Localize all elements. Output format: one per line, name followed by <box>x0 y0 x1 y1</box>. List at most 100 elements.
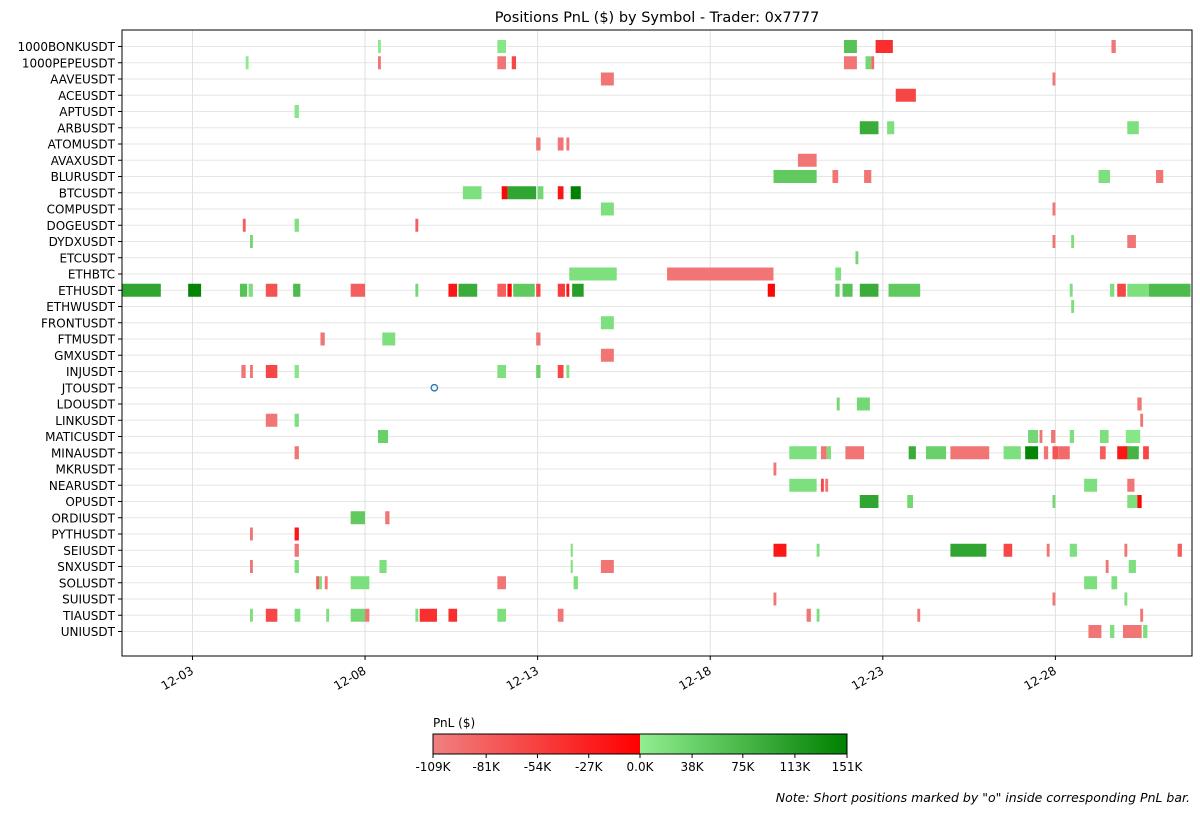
position-bar <box>888 283 921 297</box>
position-bar <box>497 40 506 53</box>
position-bar <box>887 121 895 135</box>
short-position-marker <box>430 383 439 392</box>
position-bar <box>294 560 299 573</box>
position-bar <box>382 332 396 346</box>
position-bar <box>1052 72 1056 86</box>
y-tick-label: INJUSDT <box>66 365 116 379</box>
y-tick-label: AAVEUSDT <box>50 73 115 87</box>
position-bar <box>843 56 857 70</box>
y-tick-label: BTCUSDT <box>59 186 116 200</box>
y-tick-label: MINAUSDT <box>51 446 116 460</box>
y-tick-label: LDOUSDT <box>57 398 116 412</box>
short-markers <box>430 383 439 392</box>
y-tick-label: ORDIUSDT <box>51 511 115 525</box>
position-bar <box>908 446 916 460</box>
position-bar <box>820 478 824 492</box>
position-bar <box>350 576 366 590</box>
position-bar <box>293 283 301 297</box>
position-bar <box>1084 478 1098 492</box>
position-bar <box>379 560 387 573</box>
position-bar <box>1143 625 1148 638</box>
y-tick-label: SUIUSDT <box>62 593 116 607</box>
position-bar <box>859 495 879 508</box>
position-bar <box>415 283 419 297</box>
position-bar <box>537 186 544 200</box>
plot-frame <box>121 29 1193 657</box>
position-bar <box>245 56 249 70</box>
position-bar <box>265 413 278 427</box>
position-bar <box>950 543 987 557</box>
position-bar <box>250 608 253 622</box>
position-bar <box>1124 543 1128 557</box>
position-bar <box>855 251 859 265</box>
position-bar <box>316 576 320 590</box>
position-bar <box>497 56 506 70</box>
position-bar <box>365 576 370 590</box>
position-bar <box>1148 283 1191 297</box>
colorbar-tick-label: 113K <box>780 760 812 774</box>
y-tick-label: 1000BONKUSDT <box>18 40 116 54</box>
position-bar <box>773 462 777 476</box>
position-bar <box>1125 430 1141 443</box>
position-bar <box>1122 625 1142 638</box>
position-bar <box>925 446 947 460</box>
position-bar <box>365 608 370 622</box>
position-bar <box>501 186 508 200</box>
position-bar <box>294 527 299 541</box>
position-bar <box>1177 543 1182 557</box>
position-bar <box>1117 446 1131 460</box>
position-bar <box>497 608 506 622</box>
position-bar <box>843 40 857 53</box>
x-tick-label: 12-13 <box>504 663 541 693</box>
position-bar <box>1052 495 1056 508</box>
position-bar <box>773 543 787 557</box>
colorbar-negative-segment <box>433 734 640 754</box>
position-bar <box>1127 121 1139 135</box>
position-bar <box>415 608 419 622</box>
position-bar <box>856 397 870 411</box>
position-bar <box>773 170 817 183</box>
position-bar <box>600 316 614 330</box>
position-bar <box>1117 283 1126 297</box>
short-positions-note: Note: Short positions marked by "o" insi… <box>775 790 1190 805</box>
position-bar <box>419 608 437 622</box>
position-bar <box>241 365 246 378</box>
colorbar-label: PnL ($) <box>433 716 475 730</box>
y-tick-label: OPUSDT <box>65 495 115 509</box>
position-bar <box>448 283 458 297</box>
position-bar <box>1028 430 1039 443</box>
y-tick-label: JTOUSDT <box>61 381 116 395</box>
position-bar <box>239 283 248 297</box>
position-bar <box>1127 478 1135 492</box>
position-bar <box>832 170 839 183</box>
position-bar <box>1111 40 1116 53</box>
position-bar <box>350 283 366 297</box>
position-bar <box>835 267 842 281</box>
position-bar <box>600 560 614 573</box>
position-bar <box>1039 430 1043 443</box>
position-bar <box>667 267 774 281</box>
position-bar <box>294 446 299 460</box>
colorbar-positive-segment <box>640 734 847 754</box>
position-bar <box>557 365 564 378</box>
y-tick-label: ARBUSDT <box>57 121 115 135</box>
x-axis: 12-03 12-08 12-13 12-18 12-23 12-28 <box>159 656 1059 693</box>
position-bar <box>265 365 278 378</box>
position-bar <box>507 186 537 200</box>
position-bar <box>1127 495 1138 508</box>
x-tick-label: 12-03 <box>159 663 196 693</box>
y-tick-label: SOLUSDT <box>59 576 116 590</box>
y-tick-label: GMXUSDT <box>54 349 116 363</box>
position-bar <box>122 283 161 297</box>
position-bar <box>864 170 872 183</box>
y-tick-label: SNXUSDT <box>57 560 115 574</box>
position-bar <box>836 397 840 411</box>
y-tick-label: AVAXUSDT <box>51 154 116 168</box>
position-bar <box>816 608 820 622</box>
position-bar <box>1105 560 1109 573</box>
colorbar-tick-label: -54K <box>524 760 553 774</box>
position-bars <box>122 40 1191 638</box>
position-bar <box>789 446 817 460</box>
position-bar <box>566 365 570 378</box>
